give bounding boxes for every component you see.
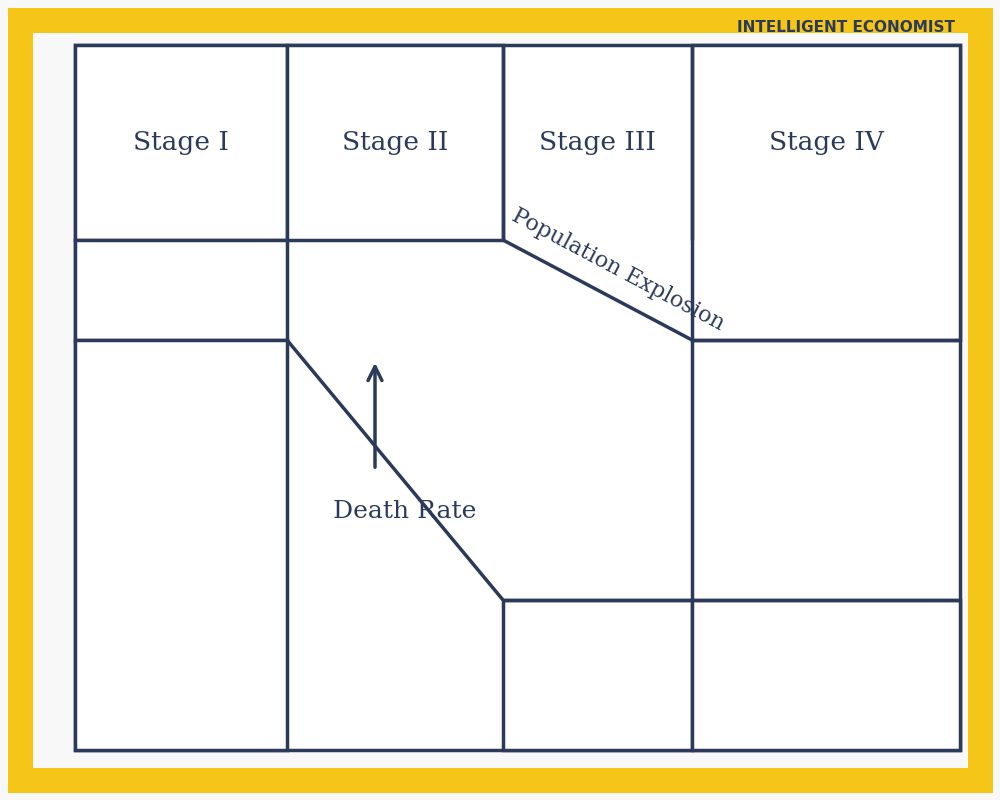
Bar [503,600,692,750]
Bar [75,340,287,750]
Bar [692,600,960,750]
Bar [75,240,287,340]
Text: Stage III: Stage III [539,130,656,155]
Text: INTELLIGENT ECONOMIST: INTELLIGENT ECONOMIST [737,19,955,34]
Bar [692,45,960,340]
Text: Stage II: Stage II [342,130,448,155]
Bar [287,45,503,240]
Bar [75,45,960,750]
Text: Population Explosion: Population Explosion [508,205,727,335]
Text: Stage IV: Stage IV [769,130,883,155]
Bar [75,45,287,240]
Text: Stage I: Stage I [133,130,229,155]
Text: Death Rate: Death Rate [333,500,477,523]
